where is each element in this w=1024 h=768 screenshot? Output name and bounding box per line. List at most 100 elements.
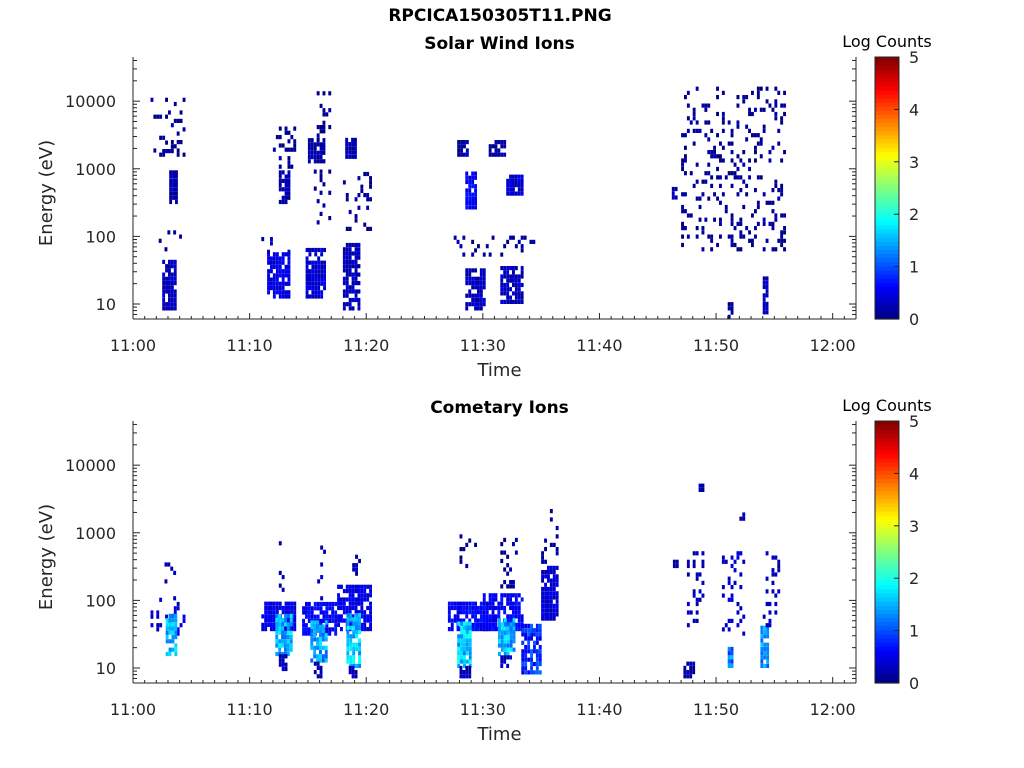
heatmap-cell (313, 624, 317, 629)
heatmap-cell (168, 651, 172, 657)
heatmap-cell (465, 276, 469, 281)
heatmap-cell (281, 277, 285, 282)
heatmap-cell (171, 647, 175, 652)
heatmap-cell (471, 297, 475, 303)
heatmap-cell (168, 149, 171, 154)
heatmap-cell (506, 299, 510, 304)
heatmap-cell (552, 616, 556, 621)
heatmap-cell (340, 605, 343, 611)
colorbar-segment (875, 515, 899, 520)
heatmap-cell (500, 622, 504, 627)
heatmap-cell (474, 601, 477, 606)
heatmap-cell (721, 120, 725, 125)
heatmap-cell (774, 555, 778, 560)
heatmap-cell (517, 174, 521, 179)
heatmap-cell (771, 221, 775, 226)
heatmap-cell (321, 637, 325, 642)
colorbar-segment (875, 482, 899, 488)
heatmap-cell (530, 628, 533, 633)
heatmap-cell (491, 627, 495, 632)
heatmap-cell (162, 302, 166, 307)
heatmap-cell (354, 259, 358, 264)
heatmap-cell (710, 183, 714, 188)
heatmap-cell (459, 601, 463, 606)
heatmap-cell (763, 634, 767, 639)
heatmap-cluster (457, 621, 472, 668)
heatmap-cell (319, 146, 323, 151)
heatmap-cell (754, 234, 757, 239)
heatmap-cell (686, 670, 690, 675)
heatmap-cell (272, 252, 276, 257)
heatmap-cell (457, 140, 461, 145)
heatmap-cell (479, 622, 483, 627)
heatmap-cell (460, 621, 463, 626)
heatmap-cell (716, 242, 719, 248)
heatmap-cell (739, 175, 743, 180)
heatmap-cell (503, 144, 507, 149)
heatmap-cell (497, 605, 501, 611)
heatmap-cell (281, 178, 285, 183)
heatmap-cell (465, 670, 469, 675)
heatmap-cluster (164, 562, 177, 601)
heatmap-cell (547, 612, 550, 617)
heatmap-cell (777, 141, 781, 146)
heatmap-cell (278, 178, 282, 183)
heatmap-cell (284, 651, 287, 657)
heatmap-cell (360, 605, 364, 611)
heatmap-cell (686, 559, 690, 564)
heatmap-cell (686, 563, 690, 569)
colorbar-segment (875, 151, 899, 156)
colorbar-segment (875, 437, 899, 443)
heatmap-cluster (278, 541, 285, 592)
heatmap-cell (174, 618, 178, 623)
heatmap-cell (314, 294, 318, 299)
heatmap-cell (314, 277, 318, 282)
heatmap-cell (707, 120, 711, 125)
heatmap-cell (509, 614, 512, 619)
heatmap-cell (549, 542, 553, 547)
heatmap-cell (774, 247, 778, 252)
heatmap-cell (707, 171, 711, 176)
heatmap-cell (727, 234, 731, 239)
heatmap-cell (321, 633, 325, 638)
heatmap-cell (314, 247, 318, 253)
heatmap-cell (346, 642, 350, 647)
heatmap-cell (716, 196, 719, 201)
heatmap-cell (549, 582, 553, 587)
heatmap-cell (765, 284, 769, 290)
heatmap-cell (165, 639, 169, 644)
heatmap-cell (270, 264, 273, 269)
heatmap-cell (736, 221, 740, 226)
heatmap-cell (509, 580, 512, 585)
heatmap-cell (465, 605, 469, 611)
heatmap-cell (506, 597, 510, 602)
colorbar-tick-label: 4 (909, 100, 919, 119)
heatmap-cell (524, 657, 528, 662)
colorbar-segment (875, 441, 899, 447)
heatmap-cell (756, 200, 760, 205)
colorbar-segment (875, 429, 899, 434)
heatmap-cell (264, 627, 268, 632)
colorbar-segment (875, 449, 899, 455)
heatmap-cell (485, 605, 489, 611)
heatmap-cell (453, 618, 457, 623)
heatmap-cell (302, 631, 305, 636)
heatmap-cell (771, 568, 775, 573)
heatmap-cell (494, 618, 498, 623)
heatmap-cell (692, 111, 696, 117)
colorbar-segment (875, 654, 899, 660)
heatmap-cell (173, 268, 177, 273)
heatmap-cell (316, 624, 319, 629)
colorbar-tick-label: 0 (909, 674, 919, 693)
heatmap-cell (307, 614, 311, 619)
heatmap-cell (517, 299, 521, 304)
heatmap-cell (468, 621, 472, 626)
heatmap-cell (457, 646, 461, 652)
heatmap-cell (342, 605, 346, 611)
colorbar-segment (875, 200, 899, 205)
colorbar-segment (875, 61, 899, 66)
heatmap-cell (324, 654, 328, 659)
heatmap-cell (331, 618, 335, 623)
heatmap-cluster (500, 655, 512, 668)
heatmap-cell (745, 192, 749, 197)
